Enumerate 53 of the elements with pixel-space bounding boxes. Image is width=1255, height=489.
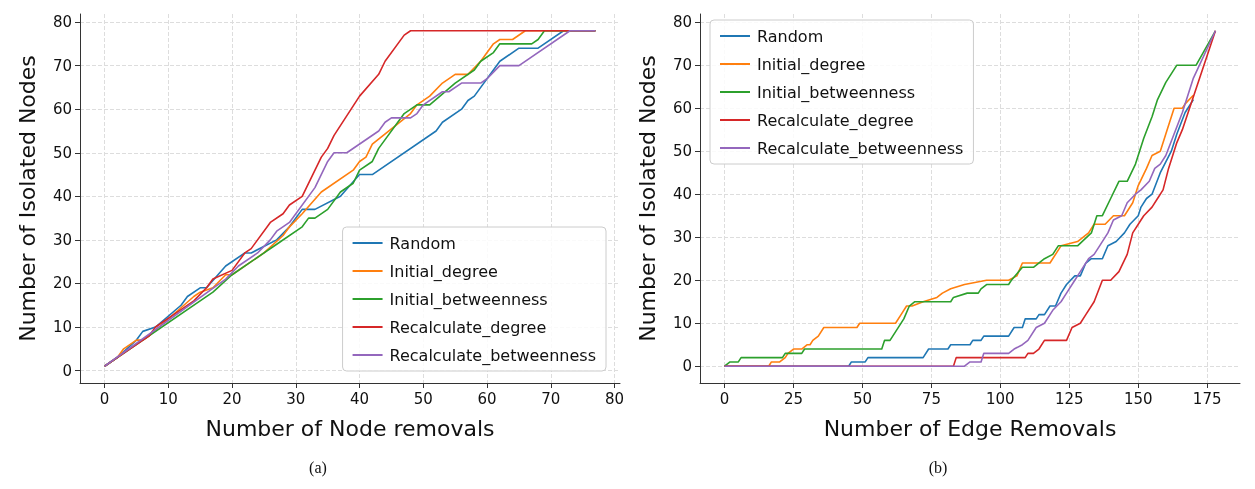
x-axis-title: Number of Edge Removals	[823, 415, 1117, 441]
legend-label: Initial_degree	[757, 54, 866, 75]
legend-label: Recalculate_betweenness	[757, 138, 964, 159]
x-tick-label: 50	[852, 389, 872, 408]
y-tick-label: 60	[672, 99, 692, 118]
legend-label: Initial_betweenness	[389, 289, 548, 310]
y-tick-label: 40	[52, 187, 72, 206]
y-tick-label: 10	[672, 314, 692, 333]
x-tick-label: 175	[1192, 389, 1222, 408]
legend-label: Random	[757, 26, 824, 46]
x-tick-label: 10	[158, 389, 178, 408]
x-tick-label: 150	[1123, 389, 1153, 408]
y-tick-label: 30	[52, 230, 72, 249]
legend-label: Random	[389, 233, 456, 253]
legend-label: Initial_betweenness	[757, 82, 916, 103]
y-tick-label: 0	[682, 357, 692, 376]
legend-label: Initial_degree	[389, 261, 498, 282]
x-tick-label: 50	[413, 389, 433, 408]
x-tick-label: 100	[986, 389, 1015, 408]
x-axis-title: Number of Node removals	[205, 415, 495, 441]
y-tick-label: 30	[672, 228, 692, 247]
x-tick-label: 80	[605, 389, 625, 408]
x-tick-label: 60	[477, 389, 497, 408]
y-tick-label: 80	[52, 13, 72, 32]
legend-label: Recalculate_betweenness	[389, 345, 596, 366]
text: (a)	[309, 458, 327, 477]
x-tick-label: 40	[350, 389, 370, 408]
y-tick-label: 0	[62, 361, 72, 380]
x-tick-label: 70	[541, 389, 561, 408]
legend-label: Recalculate_degree	[757, 110, 914, 131]
x-tick-label: 25	[783, 389, 804, 408]
x-tick-label: 75	[921, 389, 941, 408]
y-axis-title: Number of Isolated Nodes	[634, 55, 660, 342]
y-tick-label: 50	[52, 143, 72, 162]
text: (b)	[928, 458, 948, 477]
y-tick-label: 40	[672, 185, 692, 204]
y-tick-label: 50	[672, 142, 692, 161]
legend-label: Recalculate_degree	[389, 317, 547, 338]
y-tick-label: 20	[672, 271, 692, 290]
y-tick-label: 60	[52, 100, 72, 119]
y-axis-title: Number of Isolated Nodes	[14, 55, 40, 342]
x-tick-label: 0	[99, 389, 110, 408]
line-series	[723, 29, 1217, 368]
x-tick-label: 30	[286, 389, 306, 408]
y-tick-label: 70	[52, 56, 72, 75]
y-tick-label: 20	[52, 274, 72, 293]
x-tick-label: 20	[222, 389, 242, 408]
x-tick-label: 0	[719, 389, 730, 408]
x-tick-label: 125	[1054, 389, 1084, 408]
y-tick-label: 70	[672, 56, 692, 75]
y-tick-label: 80	[672, 13, 692, 32]
line-series	[103, 29, 597, 368]
y-tick-label: 10	[52, 318, 72, 337]
